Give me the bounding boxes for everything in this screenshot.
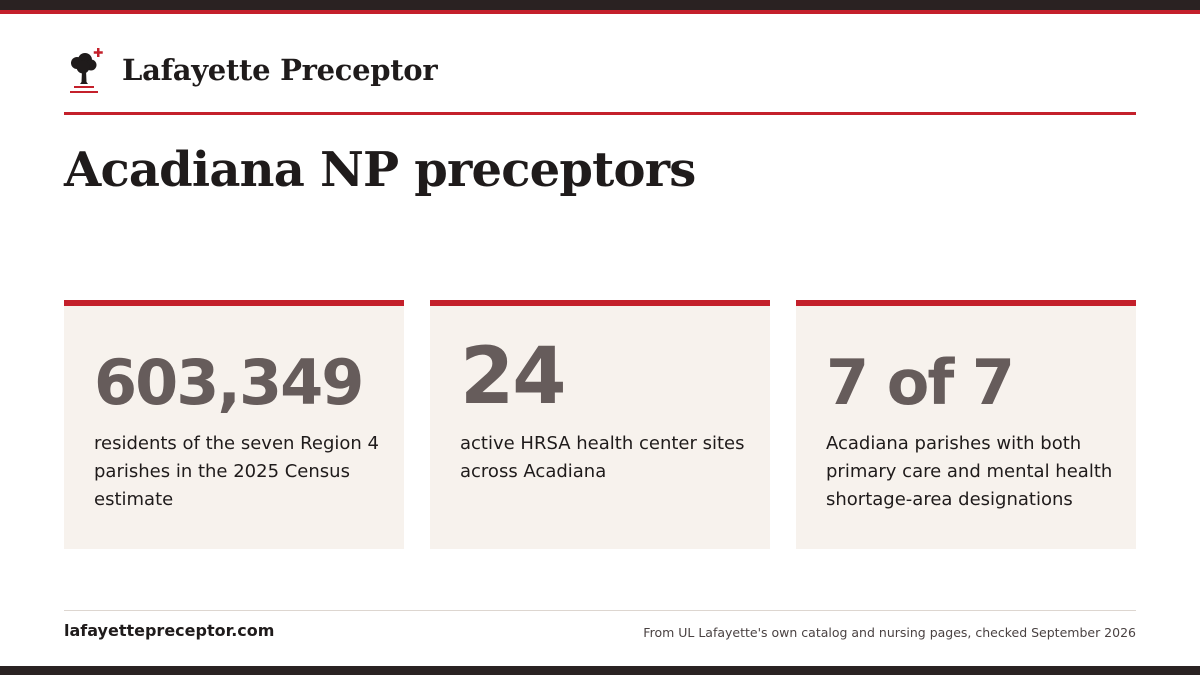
stat-value: 603,349 <box>94 346 364 419</box>
oak-tree-with-cross-icon <box>70 48 103 93</box>
stat-description: Acadiana parishes with both primary care… <box>826 433 1113 510</box>
site-header: Lafayette Preceptor <box>64 40 1136 100</box>
bottom-bar <box>0 666 1200 675</box>
footer-divider <box>64 610 1136 611</box>
stat-value: 7 of 7 <box>826 346 1015 419</box>
header-divider <box>64 112 1136 115</box>
footer-source-note: From UL Lafayette's own catalog and nurs… <box>643 625 1136 640</box>
stat-card-shortage-areas: 7 of 7 Acadiana parishes with both prima… <box>796 300 1136 549</box>
stat-card-population: 603,349 residents of the seven Region 4 … <box>64 300 404 549</box>
top-bar <box>0 0 1200 10</box>
footer-site-link[interactable]: lafayettepreceptor.com <box>64 621 275 640</box>
stat-description: residents of the seven Region 4 parishes… <box>94 433 379 510</box>
stat-description: active HRSA health center sites across A… <box>460 433 745 482</box>
top-accent-stripe <box>0 10 1200 14</box>
page-title: Acadiana NP preceptors <box>64 142 696 198</box>
stat-value: 24 <box>460 332 567 422</box>
brand-name: Lafayette Preceptor <box>122 53 438 87</box>
stat-card-health-centers: 24 active HRSA health center sites acros… <box>430 300 770 549</box>
